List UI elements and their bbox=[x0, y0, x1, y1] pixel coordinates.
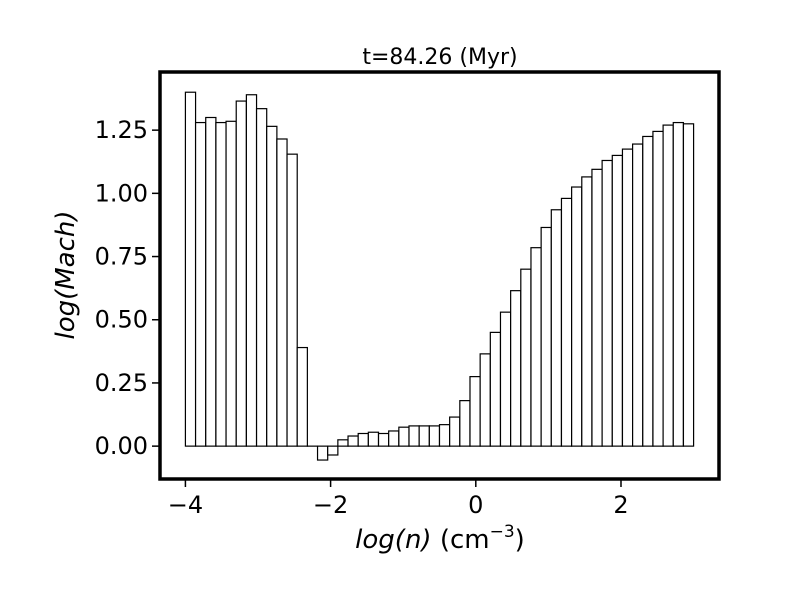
histogram-bar bbox=[632, 143, 644, 447]
histogram-bar bbox=[682, 123, 695, 447]
bars-group bbox=[184, 91, 695, 461]
x-tick-label: 2 bbox=[613, 491, 628, 519]
histogram-bar bbox=[367, 431, 380, 447]
x-axis-label: log(n) (cm−3) bbox=[355, 522, 525, 555]
histogram-bar bbox=[662, 124, 674, 447]
histogram-bar bbox=[611, 154, 624, 447]
plot-frame bbox=[158, 70, 721, 481]
histogram-bar bbox=[327, 445, 339, 456]
histogram-bar bbox=[255, 108, 268, 447]
histogram-bar bbox=[510, 290, 522, 447]
histogram-bar bbox=[581, 176, 593, 447]
x-axis-label-close: ) bbox=[515, 525, 525, 555]
histogram-bar bbox=[357, 432, 369, 447]
histogram-bar bbox=[276, 138, 288, 447]
histogram-bar bbox=[621, 148, 634, 447]
y-tick-label: 0.25 bbox=[95, 369, 148, 397]
histogram-bar bbox=[337, 439, 349, 447]
histogram-bar bbox=[184, 91, 197, 447]
histogram-bar bbox=[296, 346, 308, 447]
histogram-bar bbox=[438, 424, 451, 447]
histogram-bar bbox=[591, 168, 603, 447]
histogram-bar bbox=[245, 94, 258, 447]
y-tick-label: 0.50 bbox=[95, 306, 148, 334]
histogram-bar bbox=[479, 353, 491, 447]
histogram-bar bbox=[550, 209, 563, 447]
histogram-bar bbox=[428, 425, 441, 447]
histogram-bar bbox=[571, 186, 583, 447]
histogram-bar bbox=[459, 400, 471, 447]
y-tick-label: 1.25 bbox=[95, 116, 148, 144]
histogram-bar bbox=[194, 121, 207, 447]
x-axis-label-unit: (cm bbox=[432, 525, 490, 555]
histogram-bar bbox=[266, 125, 278, 447]
histogram-bar bbox=[398, 426, 410, 447]
histogram-bar bbox=[347, 435, 359, 447]
y-tick-label: 0.75 bbox=[95, 243, 148, 271]
x-axis-label-exponent: −3 bbox=[490, 522, 515, 542]
histogram-bar bbox=[225, 120, 237, 447]
histogram-bar bbox=[489, 331, 502, 447]
y-axis-label: log(Mach) bbox=[51, 210, 81, 339]
histogram-bar bbox=[672, 121, 685, 447]
histogram-bar bbox=[540, 226, 552, 447]
histogram-bar bbox=[642, 135, 654, 447]
x-tick-label: 0 bbox=[468, 491, 483, 519]
histogram-bar bbox=[469, 376, 481, 447]
histogram-bar bbox=[388, 430, 400, 447]
histogram-bar bbox=[530, 247, 542, 447]
histogram-bar bbox=[418, 425, 430, 447]
histogram-bar bbox=[520, 268, 532, 447]
x-axis-ticks: −4 −2 0 2 bbox=[168, 479, 629, 519]
x-axis-label-main: log(n) bbox=[355, 525, 431, 555]
y-tick-label: 1.00 bbox=[95, 179, 148, 207]
x-tick-label: −4 bbox=[168, 491, 203, 519]
histogram-bar bbox=[377, 432, 390, 447]
histogram-bar bbox=[286, 153, 298, 447]
histogram-bar bbox=[499, 311, 512, 447]
histogram-bar bbox=[601, 159, 613, 447]
histogram-bar bbox=[449, 416, 461, 447]
histogram-bar bbox=[408, 425, 420, 447]
histogram-bar bbox=[235, 100, 247, 447]
y-axis-ticks: 0.00 0.25 0.50 0.75 1.00 1.25 bbox=[95, 116, 160, 460]
histogram-bar bbox=[215, 121, 227, 447]
x-tick-label: −2 bbox=[313, 491, 348, 519]
histogram-bar bbox=[205, 116, 217, 447]
histogram-bar bbox=[316, 445, 329, 461]
histogram-bar bbox=[560, 197, 573, 447]
y-tick-label: 0.00 bbox=[95, 432, 148, 460]
chart-title: t=84.26 (Myr) bbox=[362, 45, 517, 70]
histogram-bar bbox=[652, 130, 664, 447]
